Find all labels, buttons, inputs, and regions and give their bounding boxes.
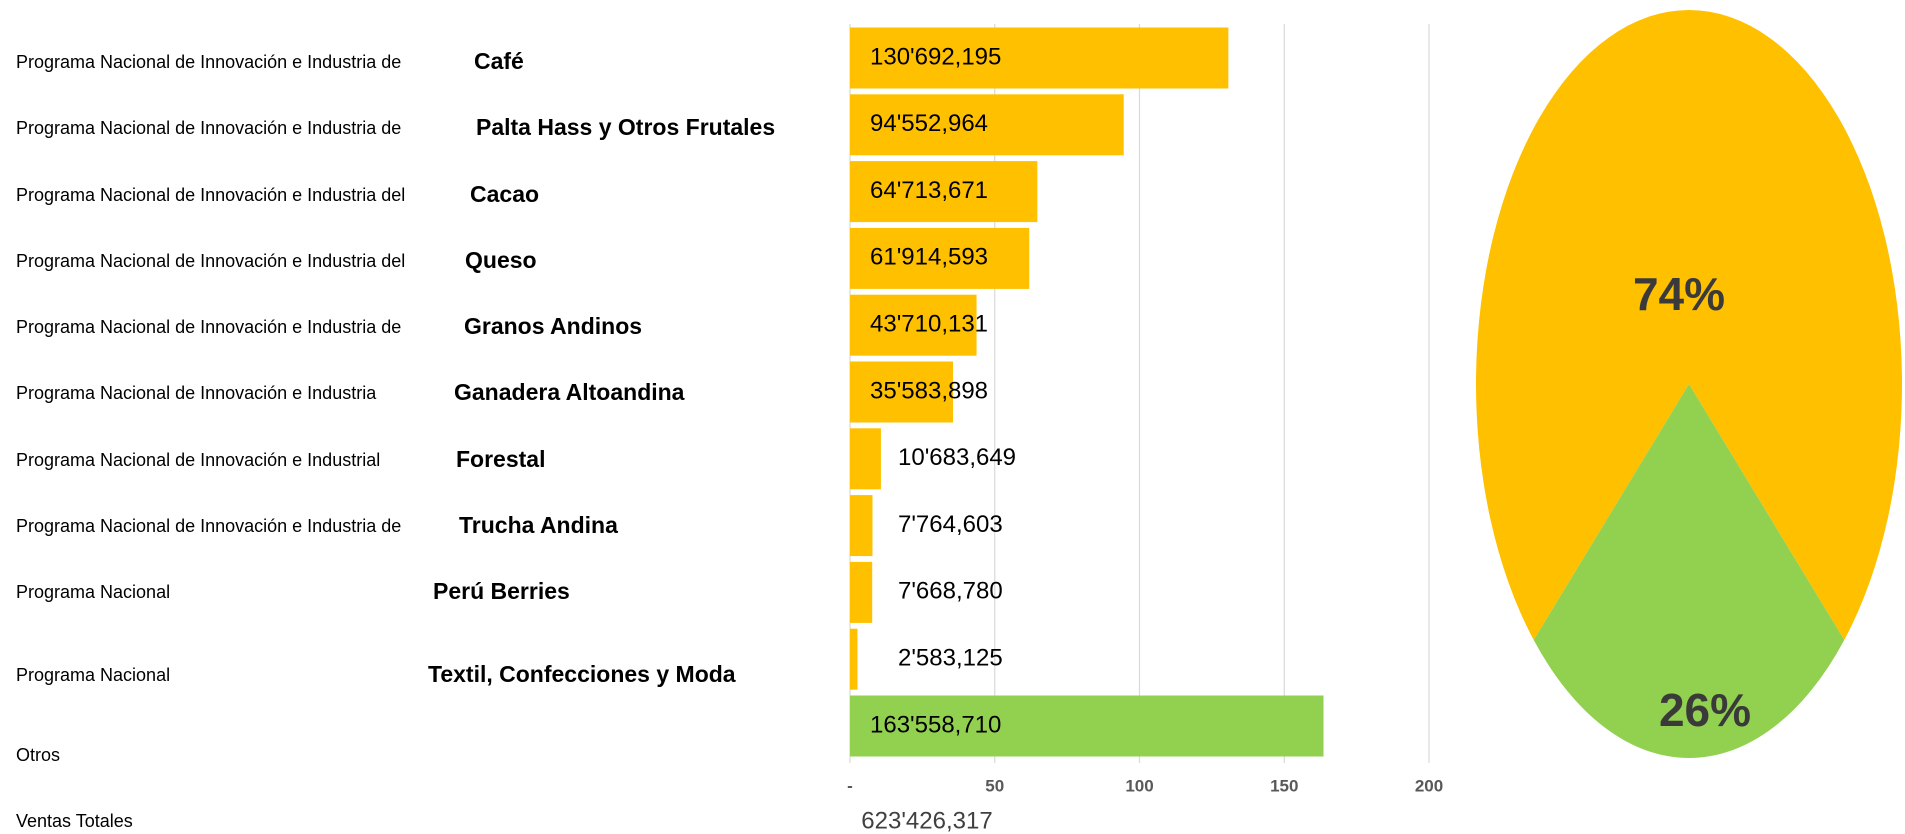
x-tick-label: 200 xyxy=(1415,776,1443,795)
pie-label: 26% xyxy=(1659,684,1751,736)
bar xyxy=(850,561,873,623)
bar xyxy=(850,227,1030,289)
pie-slice xyxy=(1533,384,1845,758)
bar xyxy=(850,94,1124,156)
value-label: 94'552,964 xyxy=(870,110,988,137)
category-label: Ganadera Altoandina xyxy=(454,379,685,405)
value-label: 163'558,710 xyxy=(870,711,1001,738)
x-tick-label: 150 xyxy=(1270,776,1298,795)
category-prefix: Programa Nacional de Innovación e Indust… xyxy=(16,516,401,536)
value-label: 43'710,131 xyxy=(870,311,988,338)
bar xyxy=(850,428,881,490)
category-label: Palta Hass y Otros Frutales xyxy=(476,114,775,140)
value-label: 7'668,780 xyxy=(898,578,1003,605)
value-label: 130'692,195 xyxy=(870,43,1001,70)
value-label: 7'764,603 xyxy=(898,511,1003,538)
category-prefix: Programa Nacional de Innovación e Indust… xyxy=(16,317,401,337)
category-label: Textil, Confecciones y Moda xyxy=(428,661,736,687)
x-tick-label: 50 xyxy=(985,776,1004,795)
bar xyxy=(850,161,1038,223)
bar xyxy=(850,495,873,557)
category-label: Forestal xyxy=(456,446,545,472)
bar xyxy=(850,294,977,356)
bar xyxy=(850,628,858,690)
category-prefix: Programa Nacional de Innovación e Indust… xyxy=(16,118,401,138)
category-label: Perú Berries xyxy=(433,578,570,604)
value-label: 10'683,649 xyxy=(898,444,1016,471)
total-label: Ventas Totales xyxy=(16,811,133,831)
value-label: 64'713,671 xyxy=(870,177,988,204)
category-prefix: Programa Nacional de Innovación e Indust… xyxy=(16,383,377,403)
value-label: 35'583,898 xyxy=(870,377,988,404)
category-label: Otros xyxy=(16,745,60,765)
pie-label: 74% xyxy=(1633,268,1725,320)
pie-slice xyxy=(1476,9,1902,641)
bar xyxy=(850,695,1324,757)
value-label: 61'914,593 xyxy=(870,244,988,271)
category-prefix: Programa Nacional xyxy=(16,665,170,685)
category-prefix: Programa Nacional xyxy=(16,582,170,602)
category-label: Café xyxy=(474,48,524,74)
category-prefix: Programa Nacional de Innovación e Indust… xyxy=(16,450,380,470)
value-label: 2'583,125 xyxy=(898,645,1003,672)
bar xyxy=(850,27,1229,89)
total-value: 623'426,317 xyxy=(861,807,992,834)
x-tick-label: 100 xyxy=(1125,776,1153,795)
category-label: Trucha Andina xyxy=(459,512,618,538)
category-prefix: Programa Nacional de Innovación e Indust… xyxy=(16,251,405,271)
x-tick-label: - xyxy=(847,776,853,795)
category-prefix: Programa Nacional de Innovación e Indust… xyxy=(16,185,405,205)
category-prefix: Programa Nacional de Innovación e Indust… xyxy=(16,52,401,72)
category-label: Granos Andinos xyxy=(464,313,642,339)
bar xyxy=(850,361,954,423)
category-label: Cacao xyxy=(470,181,539,207)
category-label: Queso xyxy=(465,247,537,273)
